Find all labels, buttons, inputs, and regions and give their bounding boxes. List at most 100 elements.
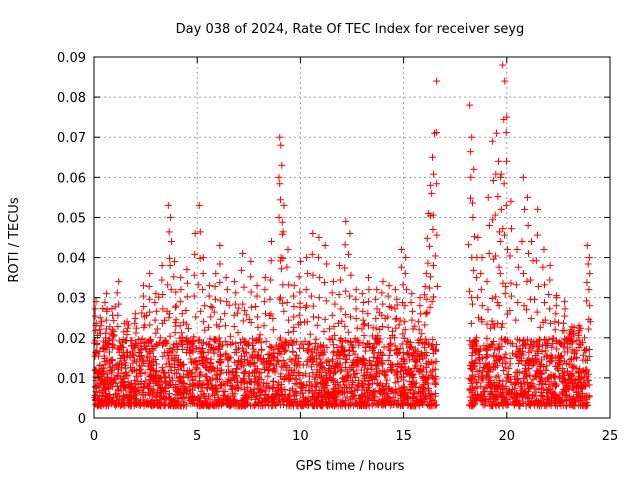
- data-point: [389, 386, 397, 394]
- data-point: [114, 373, 122, 381]
- data-point: [368, 379, 376, 387]
- data-point: [342, 363, 350, 371]
- data-point: [324, 356, 332, 364]
- data-point: [286, 386, 294, 394]
- data-point: [301, 337, 309, 345]
- data-point: [135, 401, 143, 409]
- data-point: [422, 392, 430, 400]
- data-point: [184, 325, 192, 333]
- data-point: [195, 377, 203, 385]
- data-point: [156, 334, 164, 342]
- data-point: [291, 356, 299, 364]
- data-point: [251, 362, 259, 370]
- data-point: [250, 401, 258, 409]
- data-point: [296, 379, 304, 387]
- data-point: [391, 379, 399, 387]
- data-point: [146, 372, 154, 380]
- data-point: [117, 369, 125, 377]
- data-point: [428, 373, 436, 381]
- data-point: [187, 355, 195, 363]
- data-point: [313, 321, 321, 329]
- data-point: [299, 389, 307, 397]
- data-point: [224, 362, 232, 370]
- data-point: [355, 377, 363, 385]
- data-point: [126, 382, 134, 390]
- data-point: [308, 363, 316, 371]
- data-point: [104, 373, 112, 381]
- data-point: [100, 352, 108, 360]
- data-point: [172, 302, 180, 310]
- data-point: [152, 360, 160, 368]
- data-point: [237, 363, 245, 371]
- data-point: [162, 394, 170, 402]
- data-point: [370, 388, 378, 396]
- data-point: [371, 334, 379, 342]
- data-points: [90, 61, 594, 410]
- data-point: [320, 328, 328, 336]
- data-point: [255, 353, 263, 361]
- data-point: [302, 370, 310, 378]
- data-point: [169, 344, 177, 352]
- data-point: [313, 370, 321, 378]
- data-point: [303, 347, 311, 355]
- data-point: [159, 352, 167, 360]
- data-point: [172, 352, 180, 360]
- data-point: [309, 402, 317, 410]
- data-point: [331, 384, 339, 392]
- data-point: [239, 335, 247, 343]
- data-point: [343, 393, 351, 401]
- data-point: [271, 366, 279, 374]
- data-point: [242, 311, 250, 319]
- data-point: [189, 359, 197, 367]
- data-point: [171, 329, 179, 337]
- data-point: [115, 337, 123, 345]
- data-point: [364, 395, 372, 403]
- data-point: [429, 366, 437, 374]
- data-point: [257, 346, 265, 354]
- data-point: [186, 346, 194, 354]
- data-point: [240, 369, 248, 377]
- data-point: [129, 349, 137, 357]
- data-point: [253, 336, 261, 344]
- data-point: [380, 343, 388, 351]
- data-point: [249, 335, 257, 343]
- data-point: [364, 380, 372, 388]
- data-point: [322, 358, 330, 366]
- data-point: [105, 348, 113, 356]
- data-point: [431, 390, 439, 398]
- data-point: [419, 355, 427, 363]
- data-point: [103, 376, 111, 384]
- data-point: [245, 315, 253, 323]
- data-point: [241, 306, 249, 314]
- data-point: [184, 371, 192, 379]
- data-point: [277, 370, 285, 378]
- data-point: [160, 369, 168, 377]
- data-point: [403, 350, 411, 358]
- data-point: [395, 321, 403, 329]
- data-point: [432, 346, 440, 354]
- data-point: [161, 348, 169, 356]
- data-point: [240, 376, 248, 384]
- data-point: [131, 376, 139, 384]
- data-point: [364, 364, 372, 372]
- data-point: [401, 326, 409, 334]
- data-point: [166, 332, 174, 340]
- grid-lines: [94, 57, 610, 418]
- data-point: [165, 314, 173, 322]
- data-point: [231, 349, 239, 357]
- data-point: [190, 333, 198, 341]
- data-point: [297, 378, 305, 386]
- data-point: [215, 334, 223, 342]
- data-point: [233, 365, 241, 373]
- data-point: [386, 352, 394, 360]
- data-point: [400, 356, 408, 364]
- data-point: [361, 320, 369, 328]
- data-point: [203, 364, 211, 372]
- data-point: [326, 325, 334, 333]
- data-point: [408, 344, 416, 352]
- data-point: [365, 356, 373, 364]
- data-point: [360, 359, 368, 367]
- data-point: [159, 340, 167, 348]
- data-point: [174, 342, 182, 350]
- data-point: [284, 328, 292, 336]
